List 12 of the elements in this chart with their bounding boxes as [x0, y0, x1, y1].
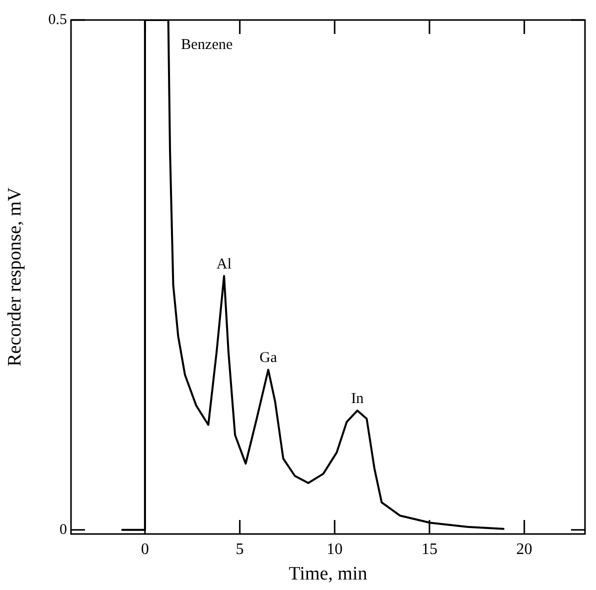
- annotation: Al: [216, 256, 232, 272]
- y-axis-title: Recorder response, mV: [4, 187, 26, 366]
- x-tick-label: 15: [421, 540, 438, 558]
- annotation: Ga: [260, 350, 278, 366]
- annotation: In: [351, 391, 364, 408]
- x-tick-label: 0: [140, 540, 149, 558]
- x-tick-label: 5: [236, 540, 244, 558]
- annotation: Benzene: [181, 36, 233, 53]
- x-axis-title: Time, min: [288, 564, 368, 585]
- x-tick-label: 20: [516, 540, 532, 558]
- x-tick-label: 10: [326, 540, 343, 558]
- y-tick-label: 0.5: [48, 12, 67, 28]
